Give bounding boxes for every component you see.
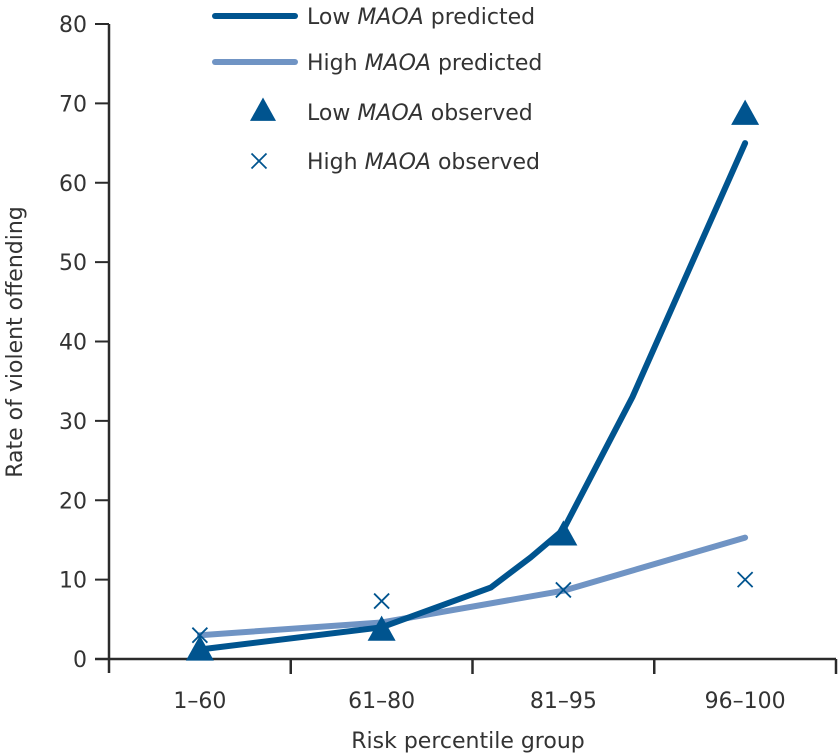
legend-swatch-cross <box>250 152 268 170</box>
series-line-low-maoa-predicted <box>196 140 749 653</box>
x-tick-label: 96–100 <box>705 689 786 714</box>
x-tick-label: 61–80 <box>348 689 415 714</box>
legend-label-part: MAOA <box>357 5 423 30</box>
legend-label-part: MAOA <box>365 150 431 175</box>
y-tick-label: 0 <box>73 648 87 673</box>
legend-item: Low MAOA observed <box>250 97 533 126</box>
data-point-high-maoa-observed <box>373 592 390 610</box>
series-line-high-maoa-predicted <box>196 534 749 639</box>
y-tick-label: 80 <box>59 13 87 38</box>
legend-label: High MAOA observed <box>307 150 540 175</box>
cross-stroke <box>555 581 572 599</box>
x-axis-title: Risk percentile group <box>351 729 585 754</box>
data-point-low-maoa-observed <box>549 520 578 546</box>
y-tick-label: 50 <box>59 251 87 276</box>
cross-stroke <box>736 571 754 588</box>
legend-label-part: High <box>307 51 365 76</box>
legend-label-part: predicted <box>424 5 535 30</box>
y-tick-label: 20 <box>59 489 87 514</box>
y-tick-label: 40 <box>59 331 87 356</box>
legend-label-part: observed <box>424 101 533 126</box>
y-axis-ticks: 0 10 20 30 40 50 60 70 80 <box>59 13 109 673</box>
legend-label-part: predicted <box>431 51 542 76</box>
y-axis-title: Rate of violent offending <box>3 206 28 478</box>
legend-label: Low MAOA observed <box>307 101 533 126</box>
legend-swatch-triangle <box>250 97 276 121</box>
y-tick-label: 30 <box>59 410 87 435</box>
x-tick-label: 1–60 <box>173 689 226 714</box>
data-point-high-maoa-observed <box>736 571 754 588</box>
cross-stroke <box>250 152 268 170</box>
data-point-low-maoa-observed <box>185 635 214 661</box>
legend-item: High MAOA predicted <box>212 51 542 76</box>
legend-label-part: High <box>307 150 365 175</box>
legend-label: Low MAOA predicted <box>307 5 535 30</box>
legend-item: High MAOA observed <box>250 150 540 175</box>
y-tick-label: 70 <box>59 92 87 117</box>
data-point-low-maoa-observed <box>731 99 760 125</box>
data-point-high-maoa-observed <box>191 627 209 644</box>
legend-label-part: observed <box>431 150 540 175</box>
legend-label-part: Low <box>307 101 357 126</box>
cross-stroke <box>191 627 209 644</box>
legend-label-part: MAOA <box>365 51 431 76</box>
x-tick-label: 81–95 <box>530 689 597 714</box>
legend-label-part: MAOA <box>357 101 423 126</box>
y-tick-label: 10 <box>59 569 87 594</box>
axes <box>95 24 836 673</box>
cross-stroke <box>373 592 390 610</box>
data-point-low-maoa-observed <box>367 615 396 641</box>
data-point-high-maoa-observed <box>555 581 572 599</box>
series-layer <box>185 99 760 661</box>
x-axis-ticks: 1–60 61–80 81–95 96–100 <box>173 659 838 714</box>
legend-label: High MAOA predicted <box>307 51 542 76</box>
legend-item: Low MAOA predicted <box>212 5 535 30</box>
legend-label-part: Low <box>307 5 357 30</box>
y-tick-label: 60 <box>59 172 87 197</box>
